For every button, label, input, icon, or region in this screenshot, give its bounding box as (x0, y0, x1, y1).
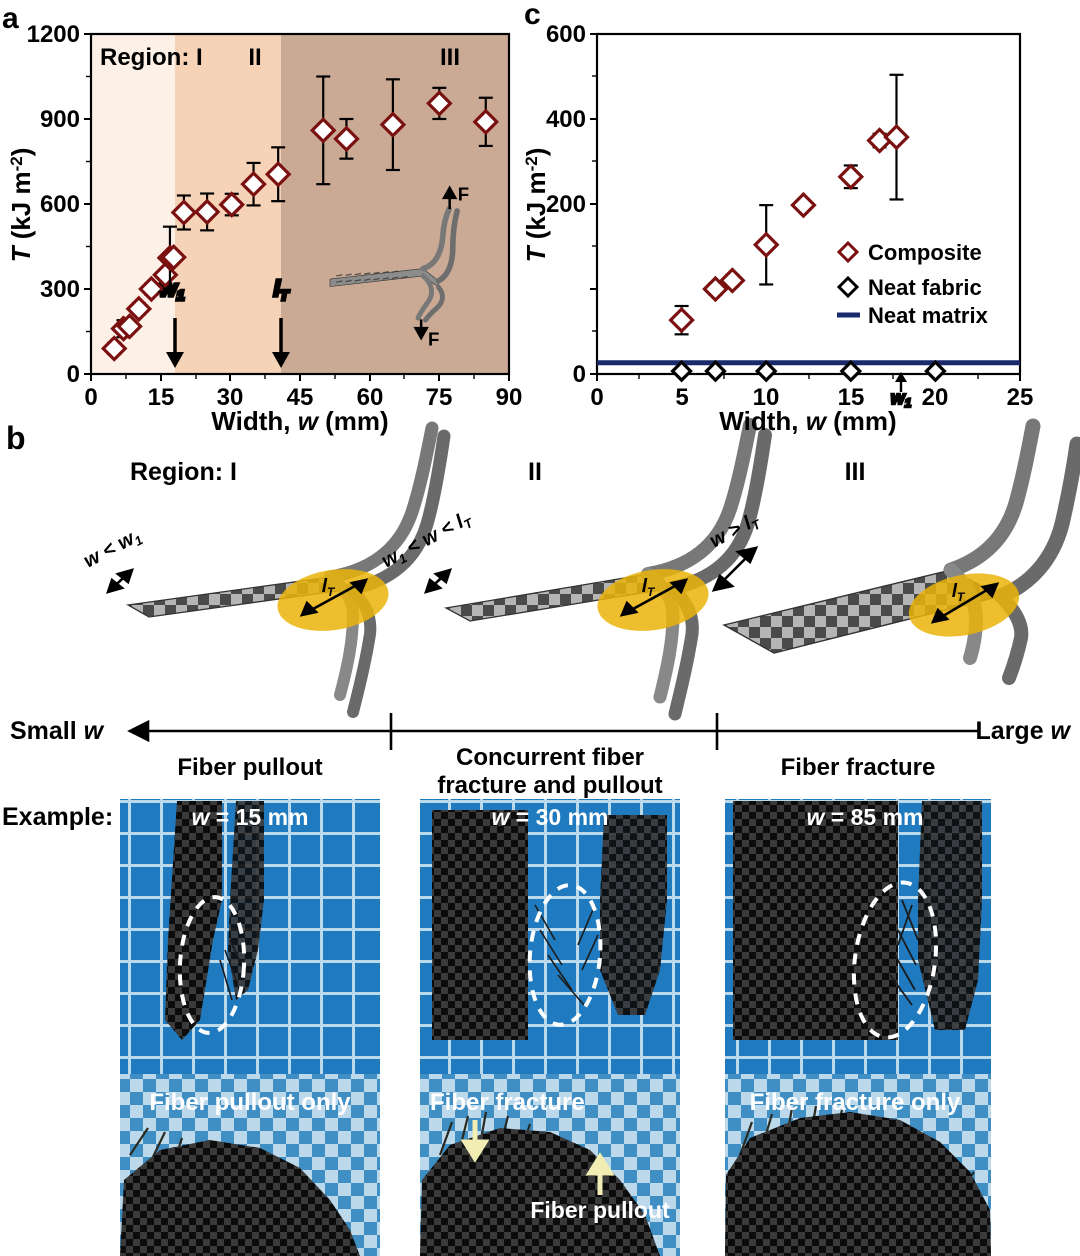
svg-text:0: 0 (67, 361, 80, 388)
svg-text:w1: w1 (891, 388, 912, 410)
svg-text:1200: 1200 (27, 21, 80, 48)
svg-text:25: 25 (1007, 384, 1034, 411)
svg-text:Composite: Composite (868, 240, 982, 265)
svg-text:T (kJ m-2): T (kJ m-2) (521, 148, 551, 263)
svg-text:600: 600 (546, 21, 586, 48)
svg-text:III: III (440, 44, 460, 71)
svg-text:400: 400 (546, 106, 586, 133)
svg-text:Neat fabric: Neat fabric (868, 275, 982, 300)
svg-text:T (kJ m-2): T (kJ m-2) (6, 148, 36, 263)
svg-text:5: 5 (675, 384, 688, 411)
svg-text:90: 90 (496, 384, 523, 411)
svg-text:15: 15 (148, 384, 175, 411)
svg-text:20: 20 (922, 384, 949, 411)
svg-text:Width, w (mm): Width, w (mm) (211, 406, 388, 436)
svg-text:Width, w (mm): Width, w (mm) (719, 406, 896, 436)
svg-text:0: 0 (573, 361, 586, 388)
svg-text:75: 75 (426, 384, 453, 411)
svg-text:900: 900 (40, 106, 80, 133)
svg-text:0: 0 (84, 384, 97, 411)
svg-text:Region: I: Region: I (100, 44, 203, 71)
svg-text:F: F (428, 328, 439, 349)
svg-text:600: 600 (40, 191, 80, 218)
svg-text:F: F (458, 183, 469, 204)
svg-text:200: 200 (546, 191, 586, 218)
svg-text:Neat matrix: Neat matrix (868, 303, 989, 328)
svg-text:0: 0 (590, 384, 603, 411)
svg-text:II: II (248, 44, 261, 71)
svg-text:300: 300 (40, 276, 80, 303)
